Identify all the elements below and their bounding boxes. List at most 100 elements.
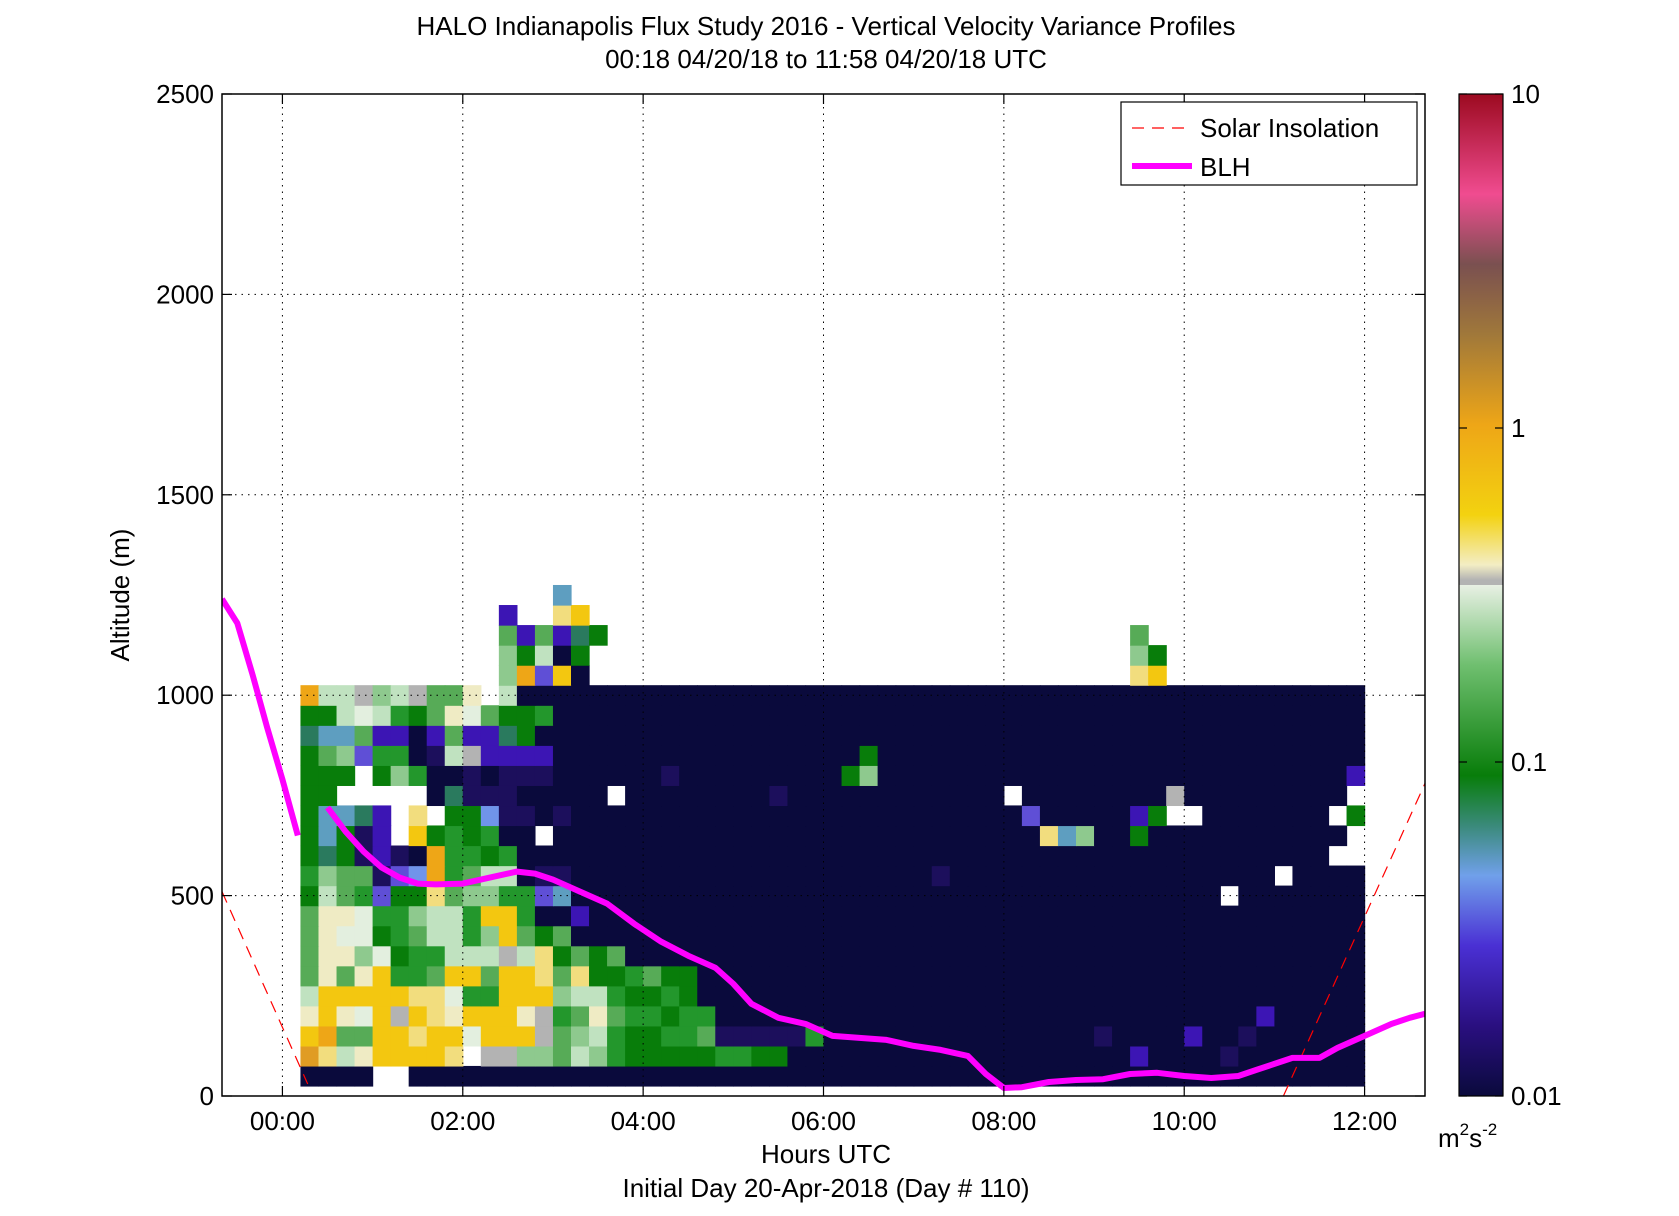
heatmap-cell	[823, 845, 843, 867]
heatmap-cell	[1021, 1045, 1041, 1067]
heatmap-cell	[1166, 905, 1185, 927]
heatmap-cell	[985, 705, 1005, 726]
heatmap-cell	[715, 685, 734, 706]
heatmap-cell	[462, 725, 482, 746]
heatmap-cell	[607, 1065, 626, 1087]
heatmap-cell	[751, 825, 770, 847]
heatmap-cell	[787, 885, 807, 907]
heatmap-cell	[589, 865, 608, 887]
heatmap-cell	[1076, 945, 1095, 967]
heatmap-cell	[1166, 965, 1185, 987]
heatmap-cell	[1166, 985, 1185, 1007]
heatmap-cell	[426, 965, 446, 987]
heatmap-cell	[769, 985, 789, 1007]
heatmap-cell	[823, 925, 843, 947]
heatmap-cell	[1238, 685, 1257, 706]
heatmap-cell	[949, 825, 969, 847]
heatmap-cell	[823, 805, 843, 827]
heatmap-cell	[426, 745, 446, 766]
heatmap-cell	[625, 805, 644, 827]
heatmap-cell	[715, 1025, 734, 1047]
heatmap-cell	[1148, 745, 1167, 766]
heatmap-cell	[571, 925, 590, 947]
heatmap-cell	[462, 765, 482, 786]
heatmap-cell	[1039, 985, 1059, 1007]
heatmap-cell	[1292, 725, 1312, 746]
heatmap-cell	[643, 985, 662, 1007]
heatmap-cell	[985, 725, 1005, 746]
blh-line	[222, 597, 301, 837]
heatmap-cell	[679, 885, 698, 907]
heatmap-cell	[895, 1065, 915, 1087]
heatmap-cell	[967, 785, 987, 807]
heatmap-cell	[1003, 1005, 1023, 1027]
heatmap-cell	[480, 1025, 500, 1047]
heatmap-cell	[516, 1025, 536, 1047]
heatmap-cell	[733, 905, 752, 927]
heatmap-cell	[1310, 1065, 1330, 1087]
heatmap-cell	[661, 705, 680, 726]
heatmap-cell	[498, 1005, 518, 1027]
heatmap-cell	[1328, 925, 1348, 947]
heatmap-cell	[1184, 705, 1203, 726]
heatmap-cell	[1292, 905, 1312, 927]
heatmap-cell	[372, 1045, 392, 1067]
heatmap-cell	[895, 1045, 915, 1067]
heatmap-cell	[1057, 965, 1077, 987]
heatmap-cell	[913, 925, 933, 947]
heatmap-cell	[408, 825, 428, 847]
heatmap-cell	[480, 985, 500, 1007]
heatmap-cell	[1112, 1045, 1131, 1067]
heatmap-cell	[859, 785, 879, 807]
heatmap-cell	[1220, 845, 1239, 867]
heatmap-cell	[751, 705, 770, 726]
heatmap-cell	[534, 725, 554, 746]
heatmap-cell	[354, 685, 374, 706]
heatmap-cell	[1112, 945, 1131, 967]
heatmap-cell	[895, 1005, 915, 1027]
heatmap-cell	[498, 605, 518, 626]
heatmap-cell	[1256, 1045, 1275, 1067]
heatmap-cell	[877, 905, 897, 927]
heatmap-cell	[787, 965, 807, 987]
heatmap-cell	[571, 965, 590, 987]
heatmap-cell	[1238, 705, 1257, 726]
heatmap-cell	[1202, 865, 1221, 887]
heatmap-cell	[444, 885, 464, 907]
heatmap-cell	[300, 1045, 320, 1067]
heatmap-cell	[949, 1005, 969, 1027]
heatmap-cell	[1256, 1005, 1275, 1027]
heatmap-cell	[552, 665, 572, 686]
heatmap-cell	[607, 945, 626, 967]
heatmap-cell	[1003, 1065, 1023, 1087]
heatmap-cell	[516, 705, 536, 726]
heatmap-cell	[354, 1045, 374, 1067]
heatmap-cell	[1039, 865, 1059, 887]
heatmap-cell	[1184, 945, 1203, 967]
heatmap-cell	[1310, 925, 1330, 947]
heatmap-cell	[679, 1005, 698, 1027]
heatmap-cell	[715, 805, 734, 827]
heatmap-cell	[589, 685, 608, 706]
heatmap-cell	[444, 825, 464, 847]
heatmap-cell	[913, 825, 933, 847]
heatmap-cell	[1112, 685, 1131, 706]
chart-subtitle: 00:18 04/20/18 to 11:58 04/20/18 UTC	[605, 44, 1047, 74]
heatmap-cell	[1076, 685, 1095, 706]
heatmap-cell	[1076, 1025, 1095, 1047]
heatmap-cell	[679, 685, 698, 706]
heatmap-cell	[408, 945, 428, 967]
heatmap-cell	[1238, 965, 1257, 987]
heatmap-cell	[1256, 925, 1275, 947]
heatmap-cell	[571, 905, 590, 927]
heatmap-cell	[372, 725, 392, 746]
heatmap-cell	[751, 925, 770, 947]
heatmap-cell	[1021, 925, 1041, 947]
heatmap-cell	[462, 885, 482, 907]
heatmap-cell	[679, 865, 698, 887]
heatmap-cell	[480, 1005, 500, 1027]
heatmap-cell	[1039, 845, 1059, 867]
heatmap-cell	[913, 965, 933, 987]
heatmap-cell	[607, 745, 626, 766]
heatmap-cell	[1256, 865, 1275, 887]
